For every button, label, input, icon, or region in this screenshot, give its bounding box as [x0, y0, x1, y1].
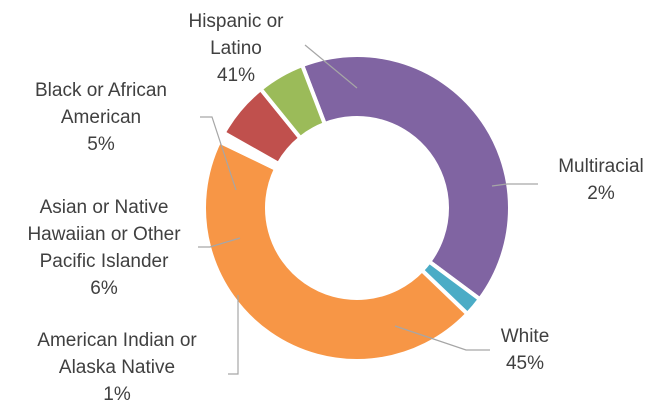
leader-line-asian-or-native-hawaiian-or-other-pacific-islander [198, 237, 241, 248]
label-percent: 41% [217, 65, 255, 86]
label-text-line: Black or African [35, 80, 167, 101]
leader-lines-group [198, 44, 538, 375]
label-text-line: Asian or Native [40, 197, 169, 218]
label-asian-or-native-hawaiian-or-other-pacific-islander: Asian or Native Hawaiian or Other Pacific … [27, 197, 181, 299]
label-percent: 1% [103, 384, 131, 405]
label-text-line: American [61, 107, 141, 128]
label-american-indian-or-alaska-native: American Indian or Alaska Native 1% [37, 330, 197, 405]
label-text-line: Pacific Islander [40, 251, 170, 272]
leader-line-white [394, 325, 490, 351]
slice-white [202, 139, 470, 363]
label-percent: 5% [87, 134, 115, 155]
label-text-line: Hawaiian or Other [27, 224, 181, 245]
labels-group: Hispanic or Latino 41% Multiracial 2% White 45… [27, 11, 643, 405]
leader-line-multiracial [491, 183, 538, 187]
leader-line-american-indian-or-alaska-native [228, 295, 239, 375]
label-hispanic-or-latino: Hispanic or Latino 41% [188, 11, 284, 86]
label-multiracial: Multiracial 2% [558, 156, 644, 204]
label-white: White 45% [501, 326, 550, 374]
label-text-line: Latino [210, 38, 262, 59]
leader-line-hispanic-or-latino [304, 44, 358, 89]
label-percent: 45% [506, 353, 544, 374]
label-text-line: Multiracial [558, 156, 644, 177]
label-percent: 2% [587, 183, 615, 204]
slice-black-or-african-american [258, 63, 327, 141]
label-percent: 6% [90, 278, 118, 299]
label-text-line: Alaska Native [59, 357, 175, 378]
label-text-line: American Indian or [37, 330, 197, 351]
slices-group [202, 53, 512, 363]
leader-line-black-or-african-american [200, 116, 237, 191]
label-text-line: Hispanic or [188, 11, 284, 32]
label-black-or-african-american: Black or African American 5% [35, 80, 167, 155]
slice-hispanic-or-latino [300, 53, 512, 302]
label-text-line: White [501, 326, 550, 347]
